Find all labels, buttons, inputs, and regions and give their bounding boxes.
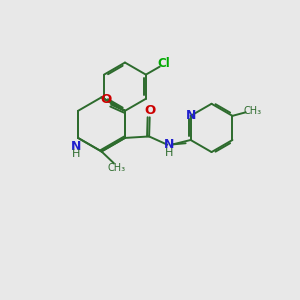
Text: Cl: Cl <box>158 57 170 70</box>
Text: CH₃: CH₃ <box>107 163 125 173</box>
Text: N: N <box>164 138 174 151</box>
Text: O: O <box>144 104 155 117</box>
Text: N: N <box>70 140 81 153</box>
Text: H: H <box>165 148 173 158</box>
Text: H: H <box>71 149 80 159</box>
Text: O: O <box>100 93 112 106</box>
Text: CH₃: CH₃ <box>244 106 262 116</box>
Text: N: N <box>185 109 196 122</box>
